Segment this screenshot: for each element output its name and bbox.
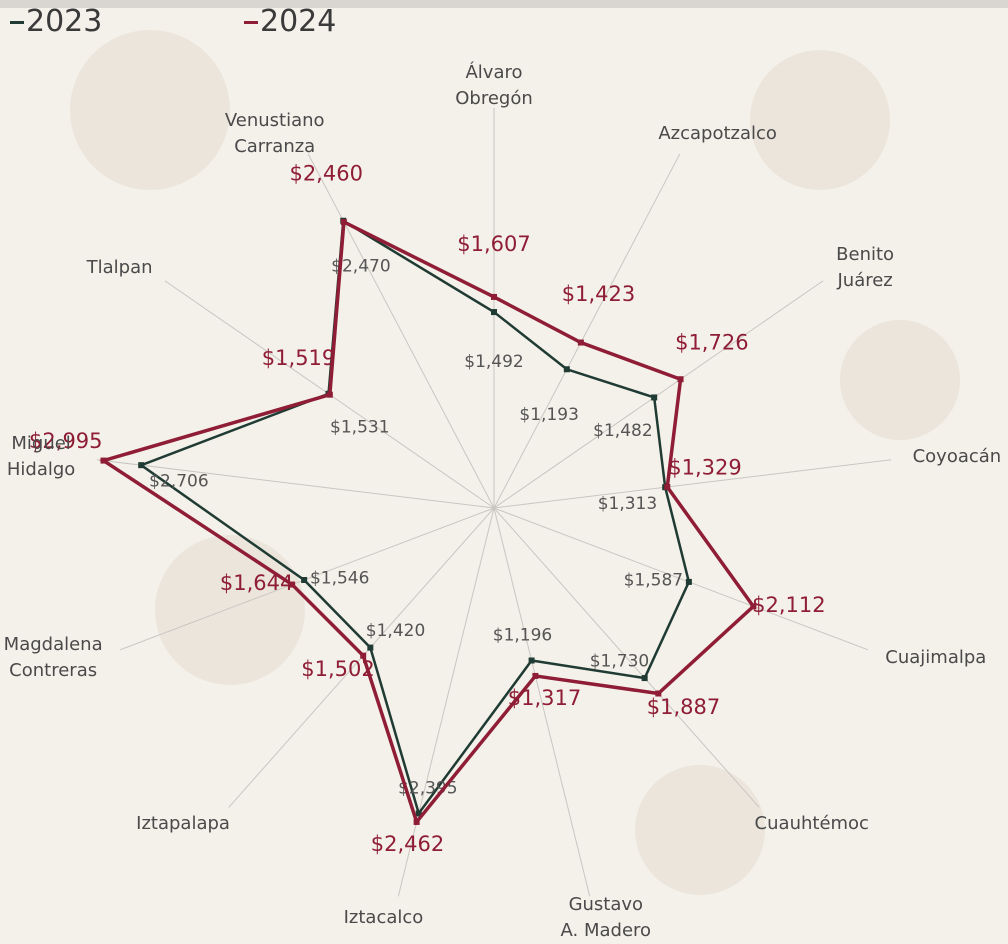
value-label: $2,112 [752, 593, 825, 617]
series-line [99, 219, 756, 826]
data-point [664, 483, 671, 490]
category-label: Venustiano Carranza [224, 110, 325, 158]
value-label: $1,317 [508, 686, 581, 710]
spoke [493, 507, 591, 897]
data-point [360, 652, 367, 659]
data-point [491, 293, 497, 300]
category-label: Coyoacán [912, 446, 1002, 468]
data-point [563, 366, 570, 373]
value-label: $1,519 [262, 346, 335, 370]
category-label: Benito Juárez [836, 244, 895, 292]
category-label: Tlalpan [86, 257, 153, 279]
category-label: Álvaro Obregón [455, 62, 533, 109]
data-point [413, 818, 420, 825]
category-label: Iztapalapa [136, 812, 230, 834]
value-label: $2,460 [289, 161, 362, 185]
spoke [493, 280, 824, 509]
legend-swatch [244, 21, 258, 24]
value-label: $1,482 [593, 421, 652, 441]
value-label: $2,462 [371, 832, 444, 856]
value-label: $1,531 [330, 417, 389, 437]
value-label: $1,329 [668, 455, 741, 479]
spoke [493, 459, 892, 509]
value-label: $1,193 [519, 405, 578, 425]
legend-swatch [10, 21, 24, 24]
data-point [750, 603, 757, 610]
data-point [677, 376, 684, 383]
data-point [532, 672, 539, 679]
value-label: $1,502 [301, 657, 374, 681]
background-shape [750, 50, 890, 190]
value-label: $1,420 [366, 621, 425, 641]
data-point [685, 578, 692, 585]
value-label: $1,644 [220, 571, 293, 595]
data-point [641, 675, 648, 682]
value-label: $2,470 [331, 256, 390, 276]
spoke [307, 153, 495, 509]
data-point [577, 339, 584, 346]
category-label: Miguel Hidalgo [6, 433, 76, 481]
data-point [655, 690, 662, 697]
category-label: Magdalena Contreras [3, 633, 103, 681]
data-point [528, 657, 535, 664]
category-label: Cuauhtémoc [754, 812, 869, 834]
value-label: $1,887 [647, 695, 720, 719]
value-label: $1,587 [624, 570, 683, 590]
spoke [493, 153, 681, 509]
data-point [367, 644, 374, 651]
data-point [301, 576, 308, 583]
spoke [493, 507, 760, 808]
background-shape [840, 320, 960, 440]
value-label: $1,313 [598, 494, 657, 514]
background-shape [635, 765, 765, 895]
value-label: $1,546 [310, 569, 369, 589]
value-label: $1,730 [590, 652, 649, 672]
value-label: $1,726 [675, 331, 748, 355]
category-label: Iztacalco [343, 906, 424, 928]
value-label: $2,995 [29, 429, 102, 453]
spoke [397, 507, 495, 897]
series-line [138, 218, 691, 817]
data-point [100, 457, 107, 464]
category-label: Gustavo A. Madero [560, 893, 652, 941]
value-label: $1,607 [457, 232, 530, 256]
background-shape [70, 30, 230, 190]
category-label: Azcapotzalco [658, 123, 777, 145]
data-point [326, 391, 333, 398]
data-point [415, 810, 422, 817]
data-point [651, 394, 658, 401]
value-label: $1,196 [493, 626, 552, 646]
background-shape [155, 535, 305, 685]
legend-text: 2023 [26, 4, 103, 39]
top-bar [0, 0, 1008, 8]
legend-item: 2023 [10, 4, 102, 39]
value-label: $1,423 [562, 282, 635, 306]
category-label: Cuajimalpa [885, 646, 987, 668]
value-label: $1,492 [464, 352, 523, 372]
spoke [96, 459, 495, 509]
data-point [491, 309, 497, 316]
spoke [493, 507, 869, 651]
value-label: $2,395 [398, 779, 457, 799]
value-label: $2,706 [149, 472, 208, 492]
data-point [138, 462, 145, 469]
data-point [289, 581, 296, 588]
legend-text: 2024 [260, 4, 337, 39]
legend-item: 2024 [244, 4, 336, 39]
data-point [340, 218, 347, 225]
